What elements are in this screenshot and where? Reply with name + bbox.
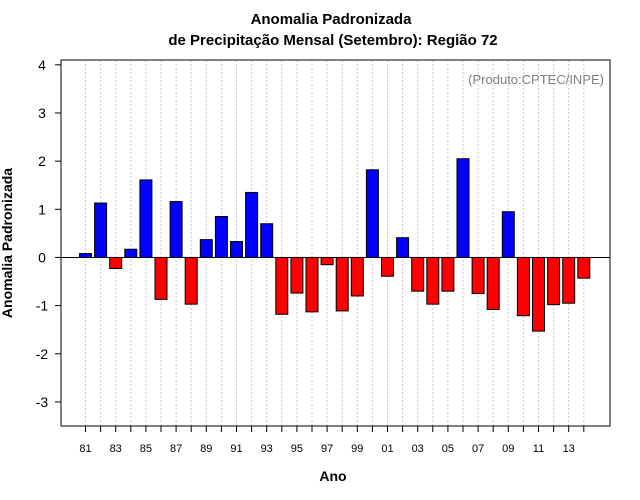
x-tick-label-09: 09: [502, 443, 514, 455]
x-tick-label-83: 83: [110, 443, 122, 455]
bar-95: [290, 256, 304, 294]
y-axis-label: Anomalia Padronizada: [0, 168, 15, 318]
bar-14: [577, 256, 591, 279]
y-tick-label--2: -2: [36, 346, 49, 362]
grid-lines: [85, 60, 585, 426]
bar-81: [79, 253, 92, 258]
bar-89: [199, 239, 213, 258]
x-tick-label-97: 97: [321, 443, 333, 455]
y-tick-label-2: 2: [38, 153, 46, 169]
x-axis-label: Ano: [319, 468, 346, 484]
x-tick-label-85: 85: [140, 443, 152, 455]
bar-03: [411, 256, 425, 292]
x-tick-label-93: 93: [261, 443, 273, 455]
bar-85: [139, 179, 153, 258]
bar-07: [471, 256, 485, 295]
x-tick-label-91: 91: [230, 443, 242, 455]
bar-91: [230, 241, 243, 258]
bar-88: [184, 256, 198, 305]
x-tick-label-01: 01: [381, 443, 393, 455]
bar-09: [501, 211, 515, 258]
bar-83: [109, 256, 123, 270]
x-tick-label-95: 95: [291, 443, 303, 455]
y-tick-label-4: 4: [38, 57, 46, 73]
bar-84: [124, 248, 138, 258]
y-axis: -3 -2 -1 0 1 2 3 4: [36, 57, 61, 410]
bar-01: [381, 256, 394, 277]
bar-05: [441, 256, 455, 292]
x-tick-label-13: 13: [563, 443, 575, 455]
x-tick-label-81: 81: [79, 443, 91, 455]
x-tick-label-89: 89: [200, 443, 212, 455]
bar-04: [426, 256, 440, 305]
x-tick-label-07: 07: [472, 443, 484, 455]
bar-11: [532, 256, 545, 332]
bar-90: [214, 216, 228, 258]
bar-96: [305, 256, 319, 313]
bars: [79, 158, 591, 332]
bar-97: [320, 256, 334, 266]
chart-title: Anomalia Padronizada: [251, 11, 413, 28]
bar-10: [516, 256, 530, 317]
bar-02: [396, 237, 410, 258]
bar-06: [456, 158, 470, 258]
bar-87: [169, 201, 183, 258]
x-tick-label-05: 05: [442, 443, 454, 455]
bar-12: [547, 256, 561, 306]
bar-92: [245, 191, 259, 258]
bar-00: [365, 169, 379, 258]
bar-08: [486, 256, 500, 310]
plot-frame: [60, 59, 611, 427]
bar-98: [335, 256, 349, 312]
y-tick-label-3: 3: [38, 105, 46, 121]
bar-99: [350, 256, 364, 297]
y-tick-label--3: -3: [36, 394, 49, 410]
x-axis: 81 83 85 87 89 91 93 95 97 99 01 03 05 07 09 11 13: [79, 426, 585, 455]
bar-86: [154, 256, 168, 300]
x-tick-label-87: 87: [170, 443, 182, 455]
bar-94: [275, 256, 289, 315]
y-tick-label-1: 1: [38, 201, 46, 217]
y-tick-label--1: -1: [36, 298, 49, 314]
chart-subtitle: de Precipitação Mensal (Setembro): Regiã…: [168, 32, 497, 49]
credit-label: (Produto:CPTEC/INPE): [468, 72, 604, 87]
bar-93: [260, 223, 274, 258]
bar-13: [562, 256, 576, 304]
y-tick-label-0: 0: [38, 249, 46, 265]
x-tick-label-11: 11: [533, 443, 544, 455]
x-tick-label-03: 03: [412, 443, 424, 455]
x-tick-label-99: 99: [351, 443, 363, 455]
bar-82: [94, 202, 108, 258]
